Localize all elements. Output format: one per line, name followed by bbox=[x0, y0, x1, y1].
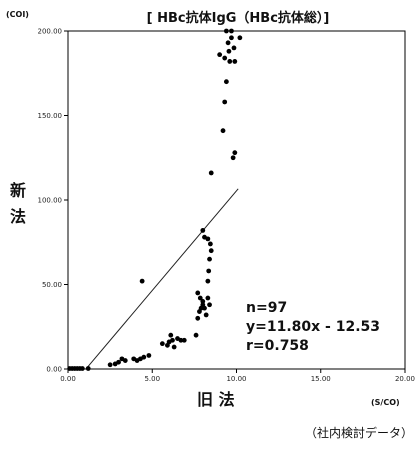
regression-line-group bbox=[85, 188, 239, 370]
x-tick-label: 10.00 bbox=[226, 375, 246, 383]
data-point bbox=[195, 290, 201, 296]
data-point bbox=[79, 366, 85, 371]
data-points bbox=[67, 28, 243, 371]
x-unit-label: (S/CO) bbox=[371, 398, 400, 407]
regression-line bbox=[85, 188, 239, 370]
data-point bbox=[229, 28, 234, 34]
data-point bbox=[226, 48, 232, 54]
data-point bbox=[107, 362, 113, 368]
data-point bbox=[237, 35, 243, 41]
data-point bbox=[116, 359, 121, 365]
data-point bbox=[202, 305, 207, 311]
data-point bbox=[223, 79, 229, 85]
data-point bbox=[85, 366, 91, 371]
data-point bbox=[230, 155, 236, 161]
data-point bbox=[207, 302, 212, 308]
x-tick-label: 20.00 bbox=[395, 375, 415, 383]
data-point bbox=[170, 337, 175, 343]
data-point bbox=[207, 256, 212, 262]
data-point bbox=[203, 312, 209, 318]
y-tick-label: 150.00 bbox=[38, 112, 63, 120]
x-tick-label: 0.00 bbox=[60, 375, 76, 383]
data-point bbox=[229, 35, 234, 41]
x-axis: 0.00 5.00 10.00 15.00 20.00 bbox=[60, 369, 415, 383]
data-point bbox=[232, 150, 238, 156]
data-point bbox=[227, 59, 233, 64]
data-point bbox=[200, 228, 206, 233]
data-point bbox=[122, 358, 128, 363]
data-point bbox=[231, 45, 237, 51]
data-point bbox=[205, 236, 211, 242]
data-point bbox=[207, 241, 213, 247]
data-point bbox=[205, 295, 211, 301]
data-point bbox=[171, 344, 177, 350]
data-point bbox=[193, 332, 199, 338]
data-point bbox=[146, 353, 152, 358]
stat-n: n=97 bbox=[246, 300, 287, 316]
data-point bbox=[232, 59, 238, 64]
y-axis-label-line2: 法 bbox=[10, 207, 26, 226]
y-unit-label: (COI) bbox=[6, 10, 29, 19]
data-point bbox=[220, 128, 226, 134]
data-point bbox=[141, 354, 147, 360]
stat-equation: y=11.80x - 12.53 bbox=[246, 319, 380, 335]
data-point bbox=[222, 99, 228, 105]
data-point bbox=[217, 52, 223, 58]
x-tick-label: 5.00 bbox=[144, 375, 160, 383]
chart-title: [ HBc抗体IgG（HBc抗体総）] bbox=[147, 10, 330, 26]
data-point bbox=[181, 337, 187, 343]
y-axis-label-line1: 新 bbox=[10, 181, 26, 200]
y-tick-label: 0.00 bbox=[46, 366, 62, 374]
data-point bbox=[206, 268, 212, 274]
data-point bbox=[168, 332, 174, 338]
data-point bbox=[208, 248, 214, 254]
data-point bbox=[208, 170, 214, 176]
data-point bbox=[205, 278, 211, 284]
data-point bbox=[159, 341, 165, 347]
x-axis-label: 旧 法 bbox=[197, 390, 235, 409]
data-point bbox=[200, 299, 206, 304]
y-tick-label: 50.00 bbox=[42, 281, 62, 289]
stat-r: r=0.758 bbox=[246, 338, 309, 354]
source-note: （社内検討データ） bbox=[305, 425, 413, 440]
y-tick-label: 100.00 bbox=[38, 197, 63, 205]
data-point bbox=[139, 278, 145, 284]
x-tick-label: 15.00 bbox=[311, 375, 331, 383]
data-point bbox=[223, 28, 229, 34]
data-point bbox=[195, 315, 201, 321]
data-point bbox=[222, 55, 228, 61]
y-axis: 0.00 50.00 100.00 150.00 200.00 bbox=[38, 28, 68, 374]
data-point bbox=[178, 337, 184, 343]
y-tick-label: 200.00 bbox=[38, 28, 63, 36]
data-point bbox=[197, 295, 203, 301]
data-point bbox=[225, 40, 231, 46]
